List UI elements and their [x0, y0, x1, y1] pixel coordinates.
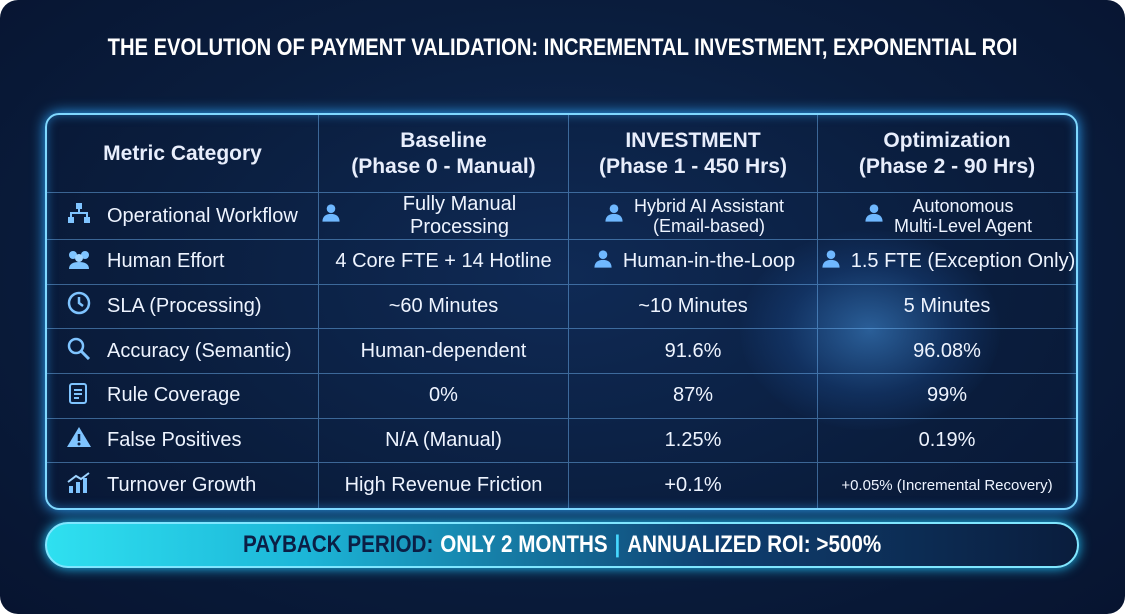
metric-cell: Human Effort [47, 240, 319, 285]
value-cell: Autonomous Multi-Level Agent [818, 193, 1076, 240]
cell-text: 96.08% [913, 339, 981, 362]
value-cell: ~60 Minutes [319, 284, 569, 330]
header-subtitle: (Phase 2 - 90 Hrs) [858, 154, 1036, 178]
header-cell: Metric Category [47, 115, 319, 193]
value-cell: Hybrid AI Assistant (Email-based) [569, 193, 818, 240]
value-cell: Human-in-the-Loop [569, 240, 818, 285]
cell-text: 1.5 FTE (Exception Only) [850, 250, 1076, 273]
brain-glow [740, 230, 1000, 430]
metric-cell: Rule Coverage [47, 374, 319, 419]
value-cell: Human-dependent [319, 329, 569, 374]
cell-text: 5 Minutes [903, 294, 991, 317]
icon [862, 201, 886, 231]
icon [602, 201, 626, 231]
cell-text: ~60 Minutes [388, 294, 499, 317]
value-cell: 91.6% [569, 329, 818, 374]
title-wrap: THE EVOLUTION OF PAYMENT VALIDATION: INC… [0, 34, 1125, 62]
cell-text: Human-in-the-Loop [622, 250, 796, 273]
header-title: Baseline [400, 128, 487, 152]
value-cell: 0% [319, 374, 569, 419]
cell-text: 4 Core FTE + 14 Hotline [335, 250, 552, 273]
icon [591, 247, 615, 277]
value-cell: N/A (Manual) [319, 418, 569, 464]
value-cell: 1.25% [569, 418, 818, 464]
cell-text: ~10 Minutes [638, 294, 748, 317]
value-cell: +0.05% (Incremental Recovery) [818, 463, 1076, 508]
cell-text: Operational Workflow [107, 204, 298, 227]
cell-text: SLA (Processing) [107, 294, 262, 317]
value-cell: 99% [818, 374, 1076, 419]
icon [819, 247, 843, 277]
value-cell: 0.19% [818, 419, 1076, 464]
payback-banner: PAYBACK PERIOD: ONLY 2 MONTHS | ANNUALIZED … [45, 522, 1079, 568]
value-cell: +0.1% [569, 463, 818, 508]
metric-cell: Accuracy (Semantic) [47, 329, 319, 374]
banner-segment: ANNUALIZED ROI: >500% [627, 531, 882, 558]
metric-icon [65, 336, 93, 366]
value-cell: Fully Manual Processing [319, 193, 569, 240]
metric-cell: Operational Workflow [47, 193, 319, 240]
cell-text: 87% [672, 384, 714, 407]
value-cell: 96.08% [818, 329, 1076, 374]
cell-line: Multi-Level Agent [893, 216, 1033, 236]
cell-text: N/A (Manual) [385, 428, 502, 451]
value-cell: 5 Minutes [818, 285, 1076, 330]
cell-text: High Revenue Friction [344, 474, 543, 497]
title: THE EVOLUTION OF PAYMENT VALIDATION: INC… [107, 34, 1018, 61]
value-cell: 1.5 FTE (Exception Only) [818, 240, 1076, 285]
cell-text: Rule Coverage [107, 384, 241, 407]
header-title: Optimization [883, 128, 1011, 152]
banner-text: PAYBACK PERIOD: ONLY 2 MONTHS | ANNUALIZED … [243, 531, 881, 559]
cell-text: False Positives [107, 428, 242, 451]
header-title: Metric Category [103, 141, 262, 165]
cell-text: Human Effort [107, 250, 225, 273]
header-cell: Optimization (Phase 2 - 90 Hrs) [818, 115, 1076, 193]
value-cell: High Revenue Friction [319, 463, 569, 508]
cell-text: +0.1% [664, 474, 722, 497]
value-cell: 87% [569, 374, 818, 419]
cell-text: Accuracy (Semantic) [107, 339, 292, 362]
banner-segment: ONLY 2 MONTHS [440, 531, 608, 558]
header-subtitle: (Phase 0 - Manual) [351, 154, 536, 178]
header-cell: Baseline (Phase 0 - Manual) [319, 115, 569, 193]
cell-text: 0.19% [918, 428, 976, 451]
metric-icon [65, 425, 93, 455]
icon [319, 201, 343, 231]
metric-icon [65, 381, 93, 411]
value-cell: ~10 Minutes [569, 284, 818, 330]
cell-text: Fully Manual Processing [402, 193, 517, 238]
metric-icon [65, 471, 93, 501]
metric-icon [65, 291, 93, 321]
cell-text: Human-dependent [360, 339, 527, 362]
cell-line: Autonomous [912, 196, 1014, 216]
metric-icon [65, 201, 93, 231]
header-title: INVESTMENT [625, 128, 761, 152]
cell-text: Turnover Growth [107, 474, 257, 497]
cell-text: 1.25% [664, 428, 722, 451]
cell-text: 99% [926, 384, 968, 407]
cell-lines: Autonomous Multi-Level Agent [894, 196, 1032, 236]
metric-cell: Turnover Growth [47, 463, 319, 508]
cell-text: 91.6% [664, 339, 722, 362]
cell-line: (Email-based) [652, 216, 766, 236]
header-subtitle: (Phase 1 - 450 Hrs) [599, 154, 787, 178]
banner-segment: | [614, 531, 621, 558]
metric-cell: False Positives [47, 418, 319, 464]
header-cell: INVESTMENT (Phase 1 - 450 Hrs) [569, 115, 818, 193]
value-cell: 4 Core FTE + 14 Hotline [319, 240, 569, 285]
cell-text: 0% [429, 384, 458, 407]
banner-segment: PAYBACK PERIOD: [242, 531, 434, 558]
metric-cell: SLA (Processing) [47, 284, 319, 330]
cell-text: +0.05% (Incremental Recovery) [841, 477, 1053, 495]
cell-lines: Hybrid AI Assistant (Email-based) [634, 196, 784, 236]
cell-line: Hybrid AI Assistant [633, 196, 785, 216]
metric-icon [65, 247, 93, 277]
comparison-table: Metric Category Baseline (Phase 0 - Manual… [45, 113, 1078, 510]
